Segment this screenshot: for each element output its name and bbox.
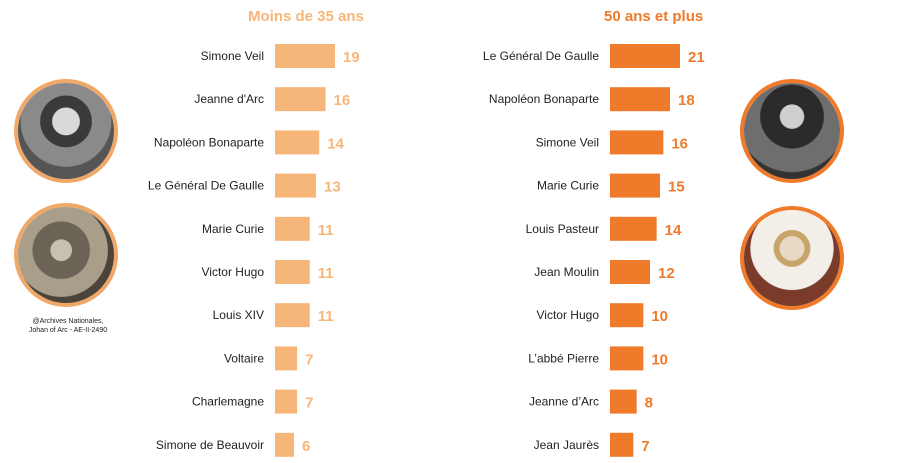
bar-left	[275, 389, 298, 414]
bar-right	[610, 87, 670, 112]
bar-right	[610, 389, 637, 414]
category-label-left: Simone de Beauvoir	[156, 438, 264, 452]
category-label-right: Louis Pasteur	[526, 222, 599, 236]
category-label-right: Jean Jaurès	[534, 438, 599, 452]
category-label-right: Marie Curie	[537, 179, 599, 193]
value-label-left: 7	[305, 395, 313, 412]
value-label-left: 7	[305, 351, 313, 368]
bar-right	[610, 432, 634, 457]
category-label-left: Charlemagne	[192, 395, 264, 409]
category-label-left: Napoléon Bonaparte	[154, 135, 264, 149]
value-label-left: 14	[327, 135, 344, 152]
value-label-left: 6	[302, 438, 310, 455]
value-label-right: 12	[658, 265, 675, 282]
bar-left	[275, 173, 317, 198]
bar-left	[275, 130, 320, 155]
panel-title-under-35: Moins de 35 ans	[248, 8, 364, 25]
value-label-right: 15	[668, 179, 685, 196]
portrait-simone-veil-image	[14, 79, 118, 183]
value-label-right: 14	[665, 222, 682, 239]
category-label-right: Napoléon Bonaparte	[489, 92, 599, 106]
value-label-left: 11	[318, 222, 334, 239]
value-label-left: 13	[324, 179, 341, 196]
category-label-right: Jeanne d’Arc	[529, 395, 599, 409]
credit-line-2: Johan of Arc - AE-II-2490	[28, 327, 108, 334]
value-label-right: 21	[688, 49, 705, 66]
category-label-right: Simone Veil	[536, 135, 599, 149]
bar-left	[275, 346, 298, 371]
category-label-right: Jean Moulin	[534, 265, 599, 279]
value-label-right: 7	[641, 438, 649, 455]
bar-left	[275, 44, 335, 68]
category-label-left: Victor Hugo	[202, 265, 265, 279]
category-label-left: Voltaire	[224, 351, 264, 365]
portrait-de-gaulle-image	[740, 79, 844, 183]
category-label-left: Louis XIV	[213, 308, 264, 322]
bar-left	[275, 432, 294, 457]
value-label-left: 19	[343, 49, 360, 66]
image-credit: @Archives Nationales, Johan of Arc - AE-…	[8, 317, 128, 335]
credit-line-1: @Archives Nationales,	[32, 318, 104, 325]
category-label-right: L’abbé Pierre	[528, 351, 599, 365]
bar-right	[610, 303, 644, 328]
value-label-right: 18	[678, 92, 695, 109]
bar-left	[275, 303, 310, 328]
portrait-jeanne-darc-image	[14, 203, 118, 307]
bar-right	[610, 130, 664, 155]
panel-title-50-plus: 50 ans et plus	[604, 8, 704, 25]
bar-left	[275, 216, 310, 241]
bar-right	[610, 346, 644, 371]
portrait-napoleon-image	[740, 206, 844, 310]
bar-right	[610, 260, 650, 284]
bar-left	[275, 87, 326, 112]
value-label-right: 16	[671, 135, 688, 152]
bar-right	[610, 216, 657, 241]
category-label-right: Victor Hugo	[537, 308, 600, 322]
value-label-right: 8	[645, 395, 653, 412]
bar-left	[275, 260, 310, 284]
category-label-left: Jeanne d'Arc	[194, 92, 264, 106]
value-label-right: 10	[651, 351, 668, 368]
value-label-left: 11	[318, 265, 334, 282]
category-label-left: Le Général De Gaulle	[148, 179, 264, 193]
value-label-left: 16	[334, 92, 351, 109]
category-label-left: Simone Veil	[201, 49, 264, 63]
bar-right	[610, 173, 660, 198]
value-label-left: 11	[318, 308, 334, 325]
bar-right	[610, 44, 680, 68]
category-label-left: Marie Curie	[202, 222, 264, 236]
value-label-right: 10	[651, 308, 668, 325]
category-label-right: Le Général De Gaulle	[483, 49, 599, 63]
